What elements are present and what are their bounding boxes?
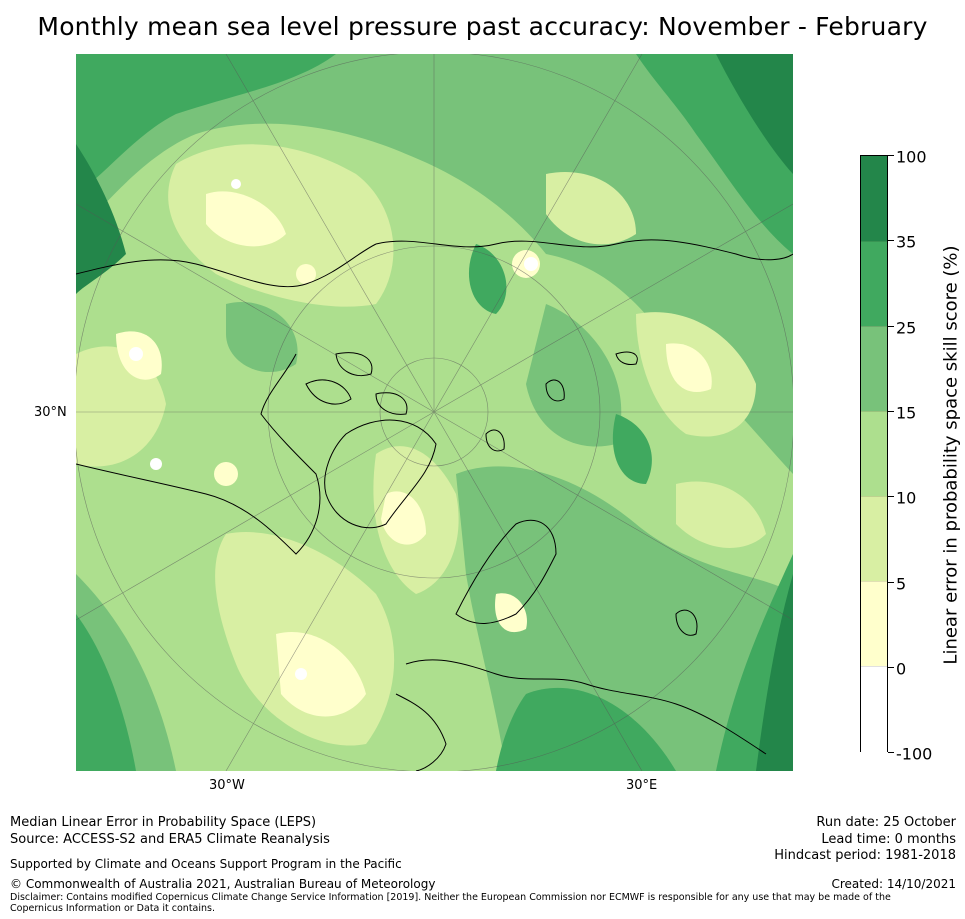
footer-support: Supported by Climate and Oceans Support … bbox=[10, 857, 402, 871]
footer-run-date: Run date: 25 October bbox=[816, 815, 956, 830]
colorbar-band bbox=[861, 411, 887, 497]
footer-lead-time: Lead time: 0 months bbox=[821, 832, 956, 847]
footer-disclaimer: Disclaimer: Contains modified Copernicus… bbox=[10, 892, 891, 914]
footer-metric: Median Linear Error in Probability Space… bbox=[10, 815, 317, 830]
polar-map[interactable] bbox=[76, 54, 793, 771]
graticule bbox=[76, 54, 793, 771]
colorbar-label: 5 bbox=[896, 574, 907, 594]
colorbar-title: Linear error in probability space skill … bbox=[940, 245, 962, 665]
colorbar-label: 100 bbox=[896, 147, 927, 167]
lat-label-30n: 30°N bbox=[34, 405, 67, 420]
colorbar-tick bbox=[888, 411, 894, 412]
colorbar-tick bbox=[888, 667, 894, 668]
colorbar-band bbox=[861, 581, 887, 667]
skill-score-map bbox=[76, 54, 793, 771]
colorbar bbox=[860, 155, 888, 752]
colorbar-tick bbox=[888, 582, 894, 583]
colorbar-tick bbox=[888, 496, 894, 497]
colorbar-tick bbox=[888, 155, 894, 156]
lon-label-30e: 30°E bbox=[626, 778, 658, 793]
colorbar-label: 25 bbox=[896, 318, 917, 338]
coastlines bbox=[76, 239, 793, 771]
colorbar-label: -100 bbox=[896, 744, 933, 764]
field-white bbox=[129, 179, 538, 680]
field-cream bbox=[116, 191, 712, 717]
colorbar-band bbox=[861, 156, 887, 241]
colorbar-label: 15 bbox=[896, 403, 917, 423]
colorbar-tick bbox=[888, 326, 894, 327]
colorbar-tick bbox=[888, 240, 894, 241]
colorbar-tick bbox=[888, 752, 894, 753]
colorbar-label: 0 bbox=[896, 659, 907, 679]
footer-source: Source: ACCESS-S2 and ERA5 Climate Reana… bbox=[10, 832, 330, 847]
footer-hindcast: Hindcast period: 1981-2018 bbox=[774, 848, 956, 863]
chart-title: Monthly mean sea level pressure past acc… bbox=[37, 12, 928, 41]
colorbar-band bbox=[861, 496, 887, 582]
colorbar-band bbox=[861, 666, 887, 752]
lon-label-30w: 30°W bbox=[209, 778, 245, 793]
field-darkest bbox=[76, 54, 793, 771]
footer-created: Created: 14/10/2021 bbox=[831, 877, 956, 891]
colorbar-band bbox=[861, 241, 887, 327]
colorbar-label: 10 bbox=[896, 488, 917, 508]
colorbar-band bbox=[861, 326, 887, 412]
footer-copyright: © Commonwealth of Australia 2021, Austra… bbox=[10, 877, 436, 891]
colorbar-label: 35 bbox=[896, 232, 917, 252]
